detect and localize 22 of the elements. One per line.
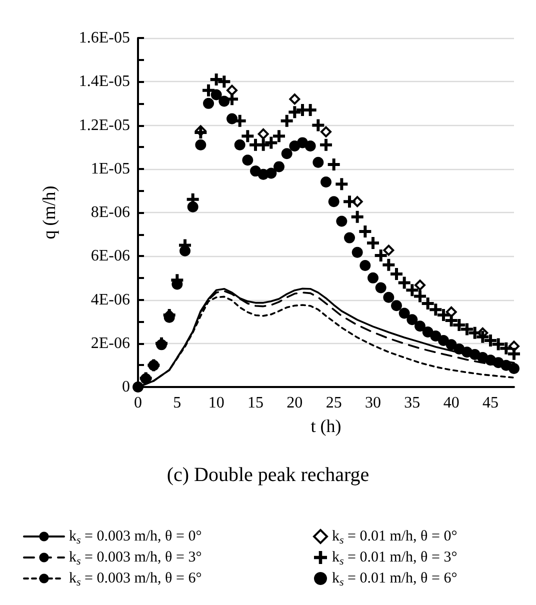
x-tick-label: 40	[443, 394, 460, 412]
text: (c) Double peak recharge	[166, 464, 370, 486]
y-tick-label: 4E-06	[90, 291, 130, 308]
x-tick-label: 10	[208, 394, 224, 412]
y-tick-label: 8E-06	[90, 204, 130, 221]
y-tick-label: 2E-06	[90, 334, 130, 352]
x-tick-label: 30	[365, 394, 381, 412]
x-tick-label: 5	[173, 394, 182, 412]
x-tick-label: 20	[286, 394, 303, 412]
x-tick-label: 0	[134, 394, 142, 412]
y-tick-label: 1.2E-05	[78, 116, 130, 134]
y-axis-title: q (m/h)	[39, 186, 59, 240]
y-tick-label: 1.4E-05	[78, 73, 130, 90]
y-tick-label: 1.6E-05	[78, 30, 130, 46]
x-tick-label: 25	[326, 394, 342, 412]
x-tick-label: 15	[248, 394, 264, 412]
y-tick-label: 0	[122, 378, 130, 396]
y-tick-label: 6E-06	[90, 248, 130, 265]
x-tick-label: 45	[482, 394, 498, 412]
y-tick-label: 1E-05	[90, 160, 130, 178]
x-tick-label: 35	[404, 394, 420, 412]
x-axis-title: t (h)	[310, 416, 342, 436]
